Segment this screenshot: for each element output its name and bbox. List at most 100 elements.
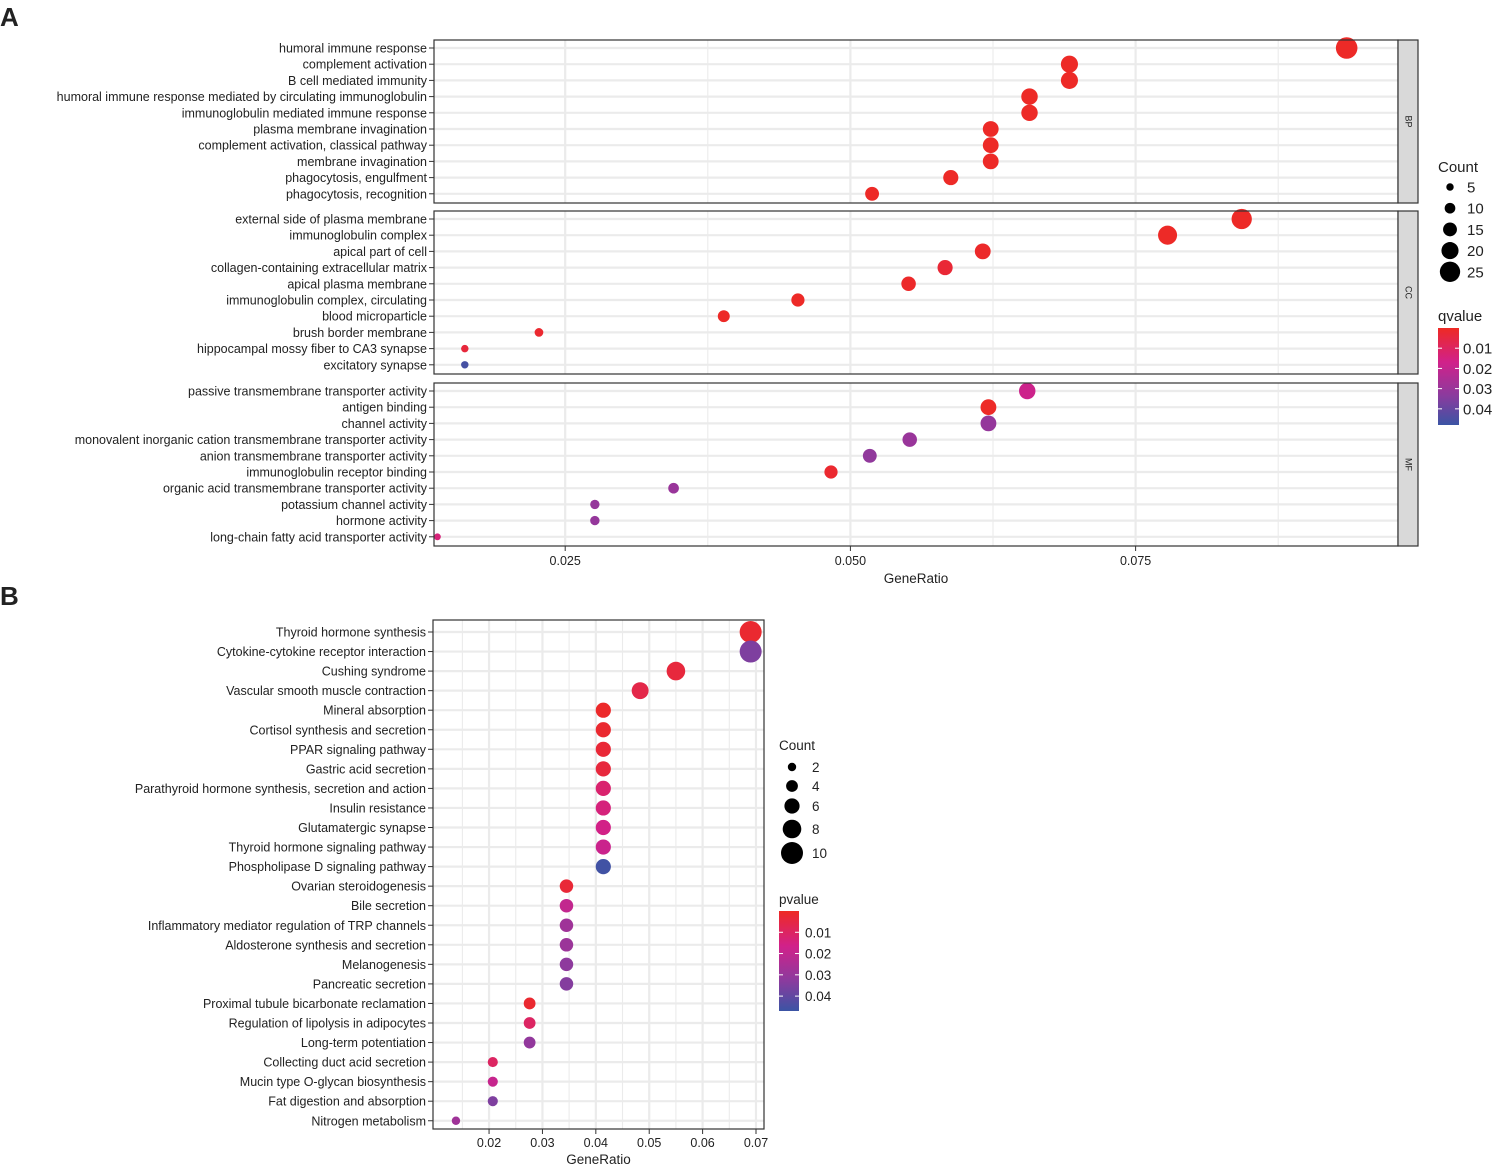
panel-a-color-legend-label: 0.04 xyxy=(1463,401,1492,418)
panel-b-point xyxy=(666,661,686,681)
panel-a-xtick-label: 0.050 xyxy=(835,554,866,568)
panel-a-term-label: complement activation xyxy=(303,58,427,72)
panel-b-term-label: Parathyroid hormone synthesis, secretion… xyxy=(135,782,426,796)
panel-a-point xyxy=(791,293,805,307)
panel-a-strip xyxy=(1397,210,1419,375)
panel-b-point xyxy=(739,640,762,663)
panel-a-term-label: antigen binding xyxy=(342,401,427,415)
panel-b-size-legend-key xyxy=(787,762,797,772)
panel-a-color-legend-label: 0.01 xyxy=(1463,341,1492,358)
panel-b-size-legend-label: 8 xyxy=(812,822,820,837)
frames-layer xyxy=(428,39,1459,1134)
panel-a-facet-bg xyxy=(434,211,1398,374)
panel-a-point xyxy=(937,260,953,276)
panel-a-size-legend-key xyxy=(1439,261,1461,282)
panel-a-xtick-label: 0.025 xyxy=(550,554,581,568)
panel-a-term-label: brush border membrane xyxy=(293,326,427,340)
panel-b-xtick-label: 0.07 xyxy=(744,1136,768,1150)
panel-b-size-legend-label: 10 xyxy=(812,846,827,861)
panel-b-size-legend-title: Count xyxy=(779,738,815,753)
panel-a-term-label: blood microparticle xyxy=(322,310,427,324)
panel-b-term-label: Mineral absorption xyxy=(323,704,426,718)
panel-a-term-label: passive transmembrane transporter activi… xyxy=(188,385,428,399)
panel-b-term-label: Ovarian steroidogenesis xyxy=(291,880,426,894)
panel-b-point xyxy=(559,918,574,932)
panel-b-label: B xyxy=(0,581,19,611)
panel-a-strip xyxy=(1397,382,1419,547)
panel-b-point xyxy=(595,702,611,718)
panel-a-term-label: phagocytosis, engulfment xyxy=(285,171,427,185)
panel-b-point xyxy=(595,761,611,777)
panel-a-size-legend-label: 5 xyxy=(1467,180,1475,197)
panel-b-xtick-label: 0.02 xyxy=(477,1136,501,1150)
panel-b-point xyxy=(595,780,611,797)
panel-b-color-legend-title: pvalue xyxy=(779,892,819,907)
panel-a-color-legend-label: 0.02 xyxy=(1463,361,1492,378)
panel-b-xtick-label: 0.06 xyxy=(690,1136,714,1150)
panel-b-color-legend-label: 0.02 xyxy=(805,947,831,962)
panel-b-term-label: Bile secretion xyxy=(351,899,426,913)
panel-b-size-legend-key xyxy=(786,780,798,792)
panel-a-point xyxy=(943,170,959,186)
panel-a-point xyxy=(980,415,997,432)
panel-a-point xyxy=(434,533,441,541)
panel-b-xtick-label: 0.05 xyxy=(637,1136,661,1150)
panel-a-term-label: plasma membrane invagination xyxy=(253,123,427,137)
panel-b-term-label: Cortisol synthesis and secretion xyxy=(250,723,427,737)
panel-a-point xyxy=(865,186,880,201)
panel-a-term-label: immunoglobulin complex xyxy=(289,229,427,243)
panel-b-point xyxy=(487,1057,498,1068)
panel-a-point xyxy=(1060,55,1078,73)
panel-b-colorbar xyxy=(779,911,799,1011)
panel-a-size-legend-title: Count xyxy=(1438,159,1479,176)
panel-a-point xyxy=(901,276,916,292)
panel-b-term-label: Gastric acid secretion xyxy=(306,762,426,776)
panel-b-term-label: Regulation of lipolysis in adipocytes xyxy=(229,1017,426,1031)
panel-b-term-label: Inflammatory mediator regulation of TRP … xyxy=(148,919,426,933)
panel-a-point xyxy=(1021,104,1038,122)
panel-b-term-label: Collecting duct acid secretion xyxy=(263,1056,426,1070)
panel-b-point xyxy=(559,898,574,913)
panel-b-term-label: Melanogenesis xyxy=(342,958,426,972)
panel-a-point xyxy=(824,465,838,479)
panel-a-term-label: immunoglobulin mediated immune response xyxy=(182,106,427,120)
panel-a-strip xyxy=(1397,39,1419,204)
panel-a-point xyxy=(461,344,469,353)
panel-b-term-label: Long-term potentiation xyxy=(301,1036,426,1050)
panel-a-size-legend-key xyxy=(1444,202,1456,214)
panel-a-term-label: organic acid transmembrane transporter a… xyxy=(163,482,428,496)
panel-b-point xyxy=(487,1076,498,1087)
panel-b-point xyxy=(559,957,574,972)
panel-b-term-label: Vascular smooth muscle contraction xyxy=(226,684,426,698)
panel-a-term-label: humoral immune response mediated by circ… xyxy=(57,90,427,104)
panel-b-color-legend-label: 0.01 xyxy=(805,925,831,940)
panel-a-point xyxy=(717,310,730,323)
panel-b-term-label: Cytokine-cytokine receptor interaction xyxy=(217,645,426,659)
panel-b-term-label: Glutamatergic synapse xyxy=(298,821,426,835)
panel-a-term-label: immunoglobulin receptor binding xyxy=(246,466,427,480)
panel-b-term-label: Proximal tubule bicarbonate reclamation xyxy=(203,997,426,1011)
panel-a-point xyxy=(534,328,544,337)
panel-b-point xyxy=(595,859,611,875)
panel-b-point xyxy=(595,819,611,836)
panel-b-xlabel: GeneRatio xyxy=(566,1152,631,1167)
panel-b-term-label: Aldosterone synthesis and secretion xyxy=(225,938,426,952)
panel-b-point xyxy=(631,682,649,700)
panel-b-color-legend-label: 0.04 xyxy=(805,989,832,1004)
panel-b-point xyxy=(559,938,574,952)
panel-b-size-legend-key xyxy=(781,842,803,864)
panel-a-point xyxy=(590,515,600,526)
panel-b-point xyxy=(559,977,574,991)
panel-b-size-legend-key xyxy=(784,798,800,814)
panel-a-term-label: B cell mediated immunity xyxy=(288,74,428,88)
panel-a-term-label: apical part of cell xyxy=(333,245,427,259)
panel-b-xtick-label: 0.03 xyxy=(530,1136,554,1150)
panel-a-facet-bg xyxy=(434,40,1398,203)
panel-a-term-label: membrane invagination xyxy=(297,155,427,169)
panel-a-term-label: channel activity xyxy=(342,417,428,431)
panel-a-color-legend-label: 0.03 xyxy=(1463,381,1492,398)
panel-a-point xyxy=(1021,88,1038,105)
panel-b-size-legend-key xyxy=(782,819,802,839)
panel-b-color-legend-label: 0.03 xyxy=(805,968,831,983)
